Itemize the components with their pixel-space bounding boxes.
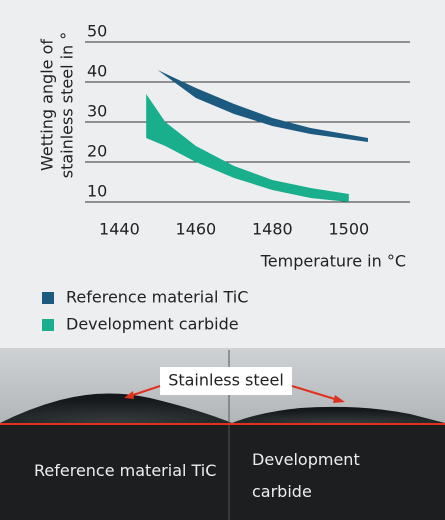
legend-swatch [42,292,54,304]
x-tick-label: 1440 [99,220,140,239]
x-tick-label: 1500 [328,220,369,239]
y-axis-label: stainless steel in ° [58,32,77,179]
caption: Stainless steel [168,371,284,390]
x-tick-label: 1480 [252,220,293,239]
photo: Stainless steel Reference material TiC D… [0,348,445,520]
legend-label: Reference material TiC [66,288,248,307]
y-axis-label: Wetting angle of [38,39,57,171]
right-label: Development carbide [252,444,402,508]
y-tick-label: 30 [87,102,107,121]
y-tick-label: 10 [87,182,107,201]
label-box: Development carbide [252,444,402,520]
x-tick-label: 1460 [176,220,217,239]
legend-label: Development carbide [66,315,239,334]
y-tick-label: 20 [87,142,107,161]
y-tick-label: 50 [87,22,107,41]
label-box: Reference material TiC [34,458,224,518]
figure: 10 20 30 40 50 1440 1460 1480 1500 Temperature in… [0,0,445,520]
y-tick-label: 40 [87,62,107,81]
x-axis-label: Temperature in °C [260,252,406,271]
page: {"chart_data":{"type":"band","y_label_li… [0,0,445,520]
left-label: Reference material TiC [34,458,224,484]
legend-swatch [42,319,54,331]
